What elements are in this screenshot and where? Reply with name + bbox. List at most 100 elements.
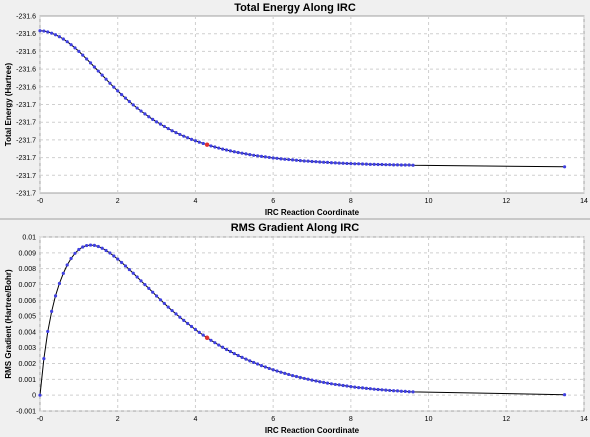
data-point (213, 145, 217, 149)
data-point (318, 380, 322, 384)
data-point (376, 162, 380, 167)
data-point (349, 385, 353, 389)
data-point (279, 157, 283, 161)
data-point (302, 159, 306, 163)
y-tick-label: -231.7 (16, 137, 36, 144)
data-point (267, 366, 271, 371)
data-point (65, 263, 69, 267)
data-point (325, 381, 330, 385)
data-point (294, 158, 299, 162)
data-point (322, 380, 326, 384)
y-tick-label: 0.006 (18, 298, 36, 305)
data-point (232, 351, 236, 356)
data-point (388, 163, 392, 167)
data-point (271, 368, 275, 372)
data-point (236, 150, 240, 155)
y-tick-label: 0.009 (18, 250, 36, 257)
data-point (81, 53, 85, 57)
x-axis-label: IRC Reaction Coordinate (265, 426, 360, 435)
data-point (310, 159, 314, 164)
series-markers (38, 243, 567, 397)
y-tick-label: 0.004 (18, 329, 36, 336)
data-point (395, 163, 400, 167)
data-point (73, 46, 77, 50)
data-point (244, 357, 248, 361)
data-point (92, 65, 96, 69)
panel-divider (0, 218, 590, 220)
data-point (349, 162, 353, 166)
data-point (353, 162, 357, 166)
x-tick-label: 8 (349, 416, 353, 423)
data-point (96, 244, 100, 249)
data-point (395, 389, 400, 393)
data-point (240, 151, 244, 155)
data-point (158, 122, 163, 126)
data-point (411, 163, 415, 167)
data-point (104, 248, 108, 253)
x-tick-label: 12 (502, 198, 510, 205)
data-point (562, 393, 567, 397)
y-tick-label: 0.003 (18, 345, 36, 352)
gradient-chart-title: RMS Gradient Along IRC (230, 222, 360, 234)
data-point (178, 315, 182, 319)
y-tick-label: -231.6 (16, 49, 36, 56)
data-point (139, 279, 143, 283)
data-point (279, 370, 283, 374)
data-point (135, 106, 139, 110)
data-point (329, 161, 334, 165)
data-point (46, 30, 50, 34)
data-point (372, 162, 376, 166)
data-point (77, 247, 81, 252)
y-tick-label: 0.007 (18, 282, 36, 289)
energy-chart-panel: Total Energy Along IRC -231.6 -231.6 -231.… (0, 0, 590, 218)
data-point (116, 89, 120, 93)
data-point (306, 377, 310, 381)
x-tick-label: 6 (271, 198, 275, 205)
y-tick-label: -231.6 (16, 31, 36, 38)
data-point (337, 383, 341, 387)
data-point (388, 388, 392, 393)
y-tick-label: -231.7 (16, 191, 36, 198)
data-point (201, 141, 205, 146)
data-point (252, 153, 256, 157)
grid-and-ticks: -0.001 0 0.001 0.002 0.003 0.004 0.005 0.006 0.0… (16, 235, 588, 424)
x-tick-label: 10 (425, 198, 433, 205)
gradient-chart[interactable]: -0.001 0 0.001 0.002 0.003 0.004 0.005 0.006 0.0… (0, 220, 590, 437)
data-point (88, 61, 93, 65)
data-point (267, 155, 271, 160)
data-point (50, 309, 54, 313)
data-point (325, 160, 330, 164)
data-point (69, 256, 73, 261)
data-point (69, 43, 73, 47)
data-point (166, 126, 170, 131)
data-point (322, 160, 326, 164)
data-point (53, 294, 58, 298)
x-tick-label: 10 (425, 416, 433, 423)
data-point (259, 154, 264, 158)
data-point (42, 29, 46, 33)
current-point-marker (204, 142, 210, 147)
data-point (174, 312, 178, 316)
data-point (189, 324, 194, 329)
data-point (302, 376, 306, 381)
data-point (345, 384, 349, 388)
data-point (368, 387, 372, 391)
data-point (294, 374, 299, 379)
data-point (186, 321, 190, 326)
energy-chart[interactable]: -231.6 -231.6 -231.6 -231.6 -231.6 -231.7 -231… (0, 0, 590, 218)
y-tick-label: -0.001 (16, 409, 36, 416)
data-point (562, 165, 567, 169)
x-tick-label: 14 (580, 416, 588, 423)
data-point (357, 162, 361, 166)
data-point (127, 267, 131, 272)
data-point (329, 382, 334, 386)
data-point (368, 162, 372, 166)
data-point (65, 40, 69, 44)
data-point (147, 286, 151, 291)
x-tick-label: -0 (37, 416, 43, 423)
data-point (224, 148, 229, 152)
data-point (85, 57, 89, 61)
data-point (290, 158, 295, 162)
data-point (162, 301, 166, 306)
y-tick-label: 0.002 (18, 361, 36, 368)
